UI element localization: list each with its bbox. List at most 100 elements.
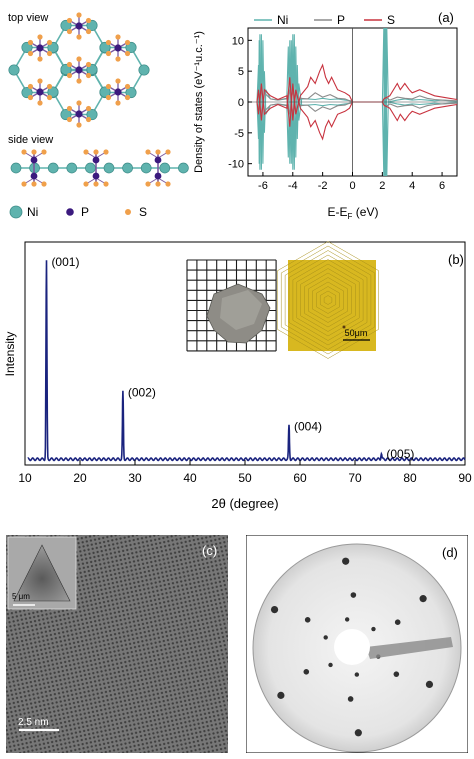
xrd-peak-label: (005) bbox=[386, 447, 414, 461]
dos-xtick-label: -6 bbox=[258, 180, 268, 192]
s-atom bbox=[93, 181, 99, 187]
s-atom bbox=[27, 39, 34, 46]
xrd-xtick-label: 90 bbox=[458, 471, 472, 485]
structure-legend: Ni P S bbox=[9, 205, 147, 219]
s-atom bbox=[21, 149, 27, 155]
xrd-peak-label: (001) bbox=[51, 255, 79, 269]
dos-xtick-label: -2 bbox=[318, 180, 328, 192]
s-atom bbox=[31, 149, 37, 155]
xrd-chart: (001)(002)(004)(005) 10 20 30 40 50 60 70 80 90 … bbox=[3, 241, 472, 511]
micrograph-scalebar-label: 50μm bbox=[345, 328, 368, 338]
xrd-xtick-label: 70 bbox=[348, 471, 362, 485]
inset-scalebar-label: 5 μm bbox=[12, 592, 30, 601]
central-beam bbox=[334, 629, 370, 665]
dos-legend-ni: Ni bbox=[277, 13, 288, 27]
s-atom bbox=[66, 105, 73, 112]
diffraction-spot bbox=[350, 592, 357, 598]
s-atom bbox=[37, 78, 43, 84]
panel-b-label: (b) bbox=[448, 252, 464, 267]
ni-atom bbox=[47, 86, 59, 98]
p-atom bbox=[75, 66, 83, 74]
s-atom bbox=[37, 100, 43, 106]
s-atom bbox=[105, 83, 112, 90]
s-atom bbox=[85, 28, 92, 35]
s-atom bbox=[124, 39, 131, 46]
s-atom bbox=[85, 116, 92, 123]
s-atom bbox=[76, 122, 82, 128]
diffraction-spot bbox=[371, 626, 376, 632]
s-atom bbox=[27, 50, 34, 57]
ni-atom-icon bbox=[9, 205, 23, 219]
legend-p-label: P bbox=[81, 205, 89, 219]
s-atom bbox=[105, 50, 112, 57]
ni-atom bbox=[47, 162, 59, 174]
crystal-structure-figure: top view side view Ni P S bbox=[8, 12, 189, 219]
s-atom bbox=[37, 56, 43, 62]
dos-chart: -6 -4 -2 0 2 4 6 -10 -5 0 5 10 Ni P S (a) Density o… bbox=[193, 10, 458, 221]
diffraction-spot bbox=[304, 617, 311, 623]
s-atom bbox=[105, 39, 112, 46]
ni-atom bbox=[103, 162, 115, 174]
dos-ytick-label: 10 bbox=[232, 35, 244, 47]
xrd-xtick-label: 40 bbox=[183, 471, 197, 485]
diffraction-spot bbox=[354, 672, 360, 677]
diffraction-spot bbox=[328, 662, 333, 668]
xrd-xtick-label: 60 bbox=[293, 471, 307, 485]
diffraction-spot bbox=[342, 557, 350, 565]
s-atom bbox=[66, 61, 73, 68]
s-atom bbox=[165, 149, 171, 155]
s-atom bbox=[115, 34, 121, 40]
s-atom bbox=[103, 181, 109, 187]
s-atom bbox=[66, 116, 73, 123]
s-atom bbox=[85, 61, 92, 68]
s-atom bbox=[46, 94, 53, 101]
optical-micrograph-inset: 50μm bbox=[277, 241, 379, 359]
dos-series-group bbox=[248, 27, 458, 177]
s-atom bbox=[103, 149, 109, 155]
s-atom bbox=[85, 105, 92, 112]
top-view-label: top view bbox=[8, 12, 48, 24]
side-view-label: side view bbox=[8, 134, 53, 146]
diffraction-spot bbox=[344, 617, 350, 622]
triangular-flake bbox=[13, 544, 71, 602]
panel-c-label: (c) bbox=[202, 543, 217, 558]
s-atom bbox=[66, 17, 73, 24]
p-atom bbox=[154, 156, 162, 164]
s-atom bbox=[115, 56, 121, 62]
s-atom bbox=[115, 100, 121, 106]
crystal-photo-inset bbox=[186, 259, 277, 352]
dos-xtick-label: 2 bbox=[379, 180, 385, 192]
dos-legend-p: P bbox=[337, 13, 345, 27]
hrtem-scalebar-label: 2.5 nm bbox=[18, 717, 49, 728]
s-atom bbox=[85, 17, 92, 24]
xrd-ylabel: Intensity bbox=[3, 332, 17, 377]
s-atom bbox=[145, 149, 151, 155]
s-atom bbox=[37, 34, 43, 40]
s-atom bbox=[105, 94, 112, 101]
xrd-xtick-label: 50 bbox=[238, 471, 252, 485]
diffraction-spot bbox=[347, 696, 354, 702]
p-atom-icon bbox=[66, 208, 74, 216]
p-atom bbox=[36, 88, 44, 96]
tem-flake-inset: 5 μm bbox=[7, 536, 77, 610]
p-atom bbox=[30, 172, 38, 180]
p-atom bbox=[154, 172, 162, 180]
diffraction-spot bbox=[354, 729, 362, 737]
dos-series-P-down bbox=[256, 89, 458, 115]
dos-ticks-group: -6 -4 -2 0 2 4 6 -10 -5 0 5 10 bbox=[228, 35, 445, 192]
s-atom bbox=[76, 34, 82, 40]
dos-series-S-down bbox=[256, 77, 458, 141]
dos-xlabel: E-EF (eV) bbox=[328, 205, 379, 221]
s-atom bbox=[41, 149, 47, 155]
s-atom bbox=[76, 56, 82, 62]
side-view-lattice bbox=[10, 149, 189, 187]
s-atom bbox=[76, 12, 82, 18]
xrd-peak-label: (002) bbox=[128, 386, 156, 400]
p-atom bbox=[75, 22, 83, 30]
p-atom bbox=[75, 110, 83, 118]
s-atom bbox=[41, 181, 47, 187]
dos-ytick-label: 0 bbox=[238, 97, 244, 109]
dos-ytick-label: 5 bbox=[238, 66, 244, 78]
dos-xtick-label: -4 bbox=[288, 180, 298, 192]
s-atom bbox=[31, 181, 37, 187]
